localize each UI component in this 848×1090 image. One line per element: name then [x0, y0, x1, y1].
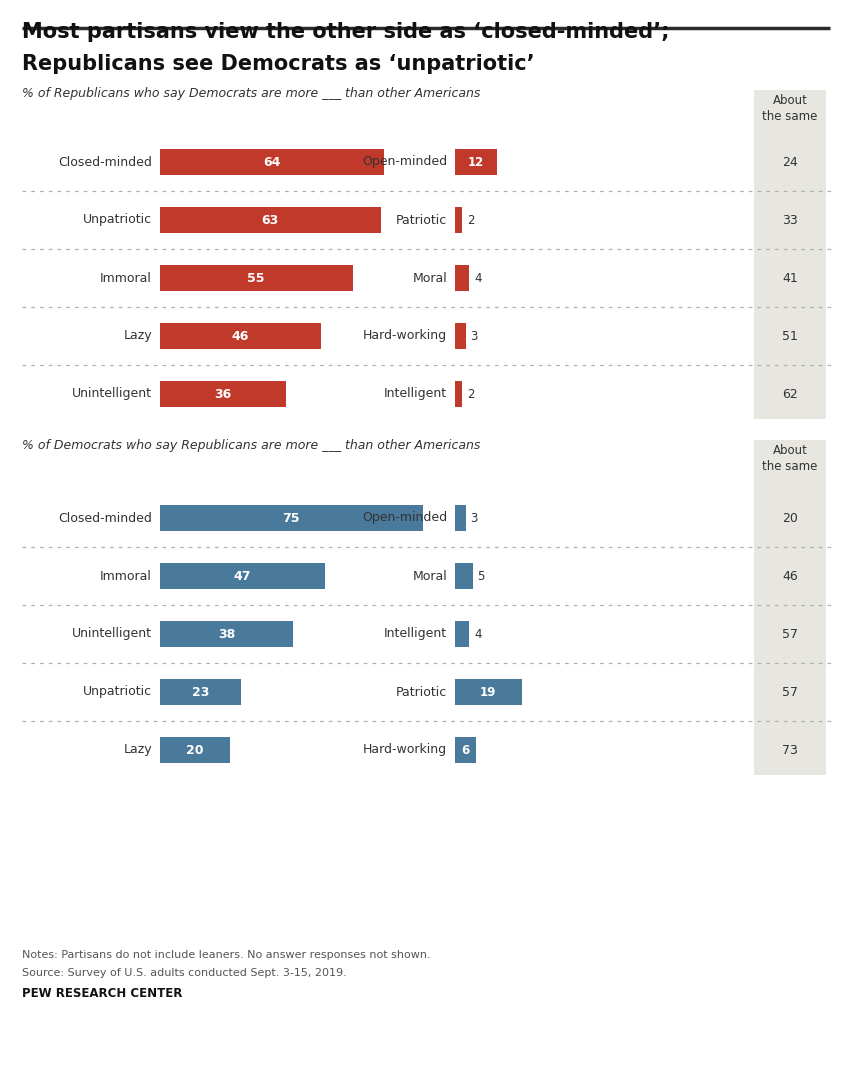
- Text: Notes: Partisans do not include leaners. No answer responses not shown.: Notes: Partisans do not include leaners.…: [22, 950, 431, 960]
- Text: Open-minded: Open-minded: [362, 156, 447, 169]
- Bar: [160, 265, 353, 291]
- Text: 38: 38: [218, 628, 235, 641]
- Text: Unintelligent: Unintelligent: [72, 388, 152, 400]
- Bar: [160, 323, 321, 349]
- Bar: [455, 621, 469, 647]
- Bar: [160, 505, 422, 531]
- Text: Moral: Moral: [412, 271, 447, 284]
- Bar: [160, 621, 293, 647]
- Text: 20: 20: [782, 511, 798, 524]
- Bar: [160, 382, 286, 407]
- Text: 20: 20: [187, 743, 204, 756]
- Text: Patriotic: Patriotic: [396, 214, 447, 227]
- Text: 57: 57: [782, 686, 798, 699]
- Bar: [754, 440, 826, 775]
- Text: 47: 47: [233, 569, 251, 582]
- Text: Closed-minded: Closed-minded: [59, 511, 152, 524]
- Text: Patriotic: Patriotic: [396, 686, 447, 699]
- Text: 12: 12: [468, 156, 484, 169]
- Text: 62: 62: [782, 388, 798, 400]
- Text: Moral: Moral: [412, 569, 447, 582]
- Text: Intelligent: Intelligent: [384, 628, 447, 641]
- Text: 73: 73: [782, 743, 798, 756]
- Text: 2: 2: [467, 214, 475, 227]
- Text: 5: 5: [477, 569, 485, 582]
- Bar: [455, 737, 476, 763]
- Text: 55: 55: [248, 271, 265, 284]
- Text: 64: 64: [264, 156, 281, 169]
- Bar: [160, 149, 384, 175]
- Text: Closed-minded: Closed-minded: [59, 156, 152, 169]
- Text: 24: 24: [782, 156, 798, 169]
- Text: Intelligent: Intelligent: [384, 388, 447, 400]
- Bar: [160, 737, 230, 763]
- Text: 3: 3: [471, 329, 478, 342]
- Text: Lazy: Lazy: [123, 743, 152, 756]
- Text: Most partisans view the other side as ‘closed-minded’;: Most partisans view the other side as ‘c…: [22, 22, 670, 43]
- Text: 2: 2: [467, 388, 475, 400]
- Text: 41: 41: [782, 271, 798, 284]
- Text: Open-minded: Open-minded: [362, 511, 447, 524]
- Bar: [754, 90, 826, 419]
- Text: 4: 4: [474, 628, 482, 641]
- Text: 63: 63: [262, 214, 279, 227]
- Text: 33: 33: [782, 214, 798, 227]
- Text: Unpatriotic: Unpatriotic: [83, 214, 152, 227]
- Text: About: About: [773, 94, 807, 107]
- Bar: [160, 564, 325, 589]
- Bar: [455, 564, 472, 589]
- Text: 3: 3: [471, 511, 478, 524]
- Text: % of Democrats who say Republicans are more ___ than other Americans: % of Democrats who say Republicans are m…: [22, 439, 480, 452]
- Text: the same: the same: [762, 460, 817, 473]
- Bar: [160, 207, 381, 233]
- Text: 57: 57: [782, 628, 798, 641]
- Bar: [455, 505, 466, 531]
- Text: 23: 23: [192, 686, 209, 699]
- Bar: [455, 323, 466, 349]
- Text: 19: 19: [480, 686, 496, 699]
- Text: Hard-working: Hard-working: [363, 329, 447, 342]
- Text: Hard-working: Hard-working: [363, 743, 447, 756]
- Text: 4: 4: [474, 271, 482, 284]
- Bar: [455, 149, 497, 175]
- Text: Immoral: Immoral: [100, 271, 152, 284]
- Text: PEW RESEARCH CENTER: PEW RESEARCH CENTER: [22, 988, 182, 1000]
- Bar: [455, 382, 462, 407]
- Text: 6: 6: [461, 743, 470, 756]
- Text: 46: 46: [232, 329, 249, 342]
- Bar: [455, 265, 469, 291]
- Text: Lazy: Lazy: [123, 329, 152, 342]
- Text: About: About: [773, 444, 807, 457]
- Text: Unpatriotic: Unpatriotic: [83, 686, 152, 699]
- Text: % of Republicans who say Democrats are more ___ than other Americans: % of Republicans who say Democrats are m…: [22, 87, 480, 100]
- Text: 46: 46: [782, 569, 798, 582]
- Text: Source: Survey of U.S. adults conducted Sept. 3-15, 2019.: Source: Survey of U.S. adults conducted …: [22, 968, 347, 978]
- Text: Unintelligent: Unintelligent: [72, 628, 152, 641]
- Text: the same: the same: [762, 110, 817, 123]
- Text: 75: 75: [282, 511, 300, 524]
- Bar: [455, 679, 522, 705]
- Text: 36: 36: [215, 388, 232, 400]
- Bar: [160, 679, 241, 705]
- Bar: [455, 207, 462, 233]
- Text: Immoral: Immoral: [100, 569, 152, 582]
- Text: 51: 51: [782, 329, 798, 342]
- Text: Republicans see Democrats as ‘unpatriotic’: Republicans see Democrats as ‘unpatrioti…: [22, 54, 534, 74]
